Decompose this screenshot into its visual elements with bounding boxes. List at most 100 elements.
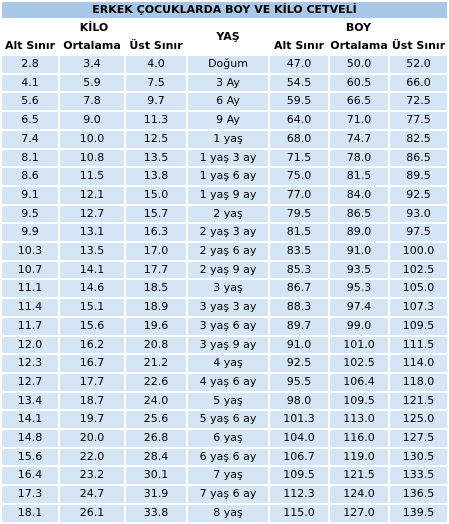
boy-ort-cell: 109.5: [330, 392, 388, 410]
kilo-alt-cell: 11.7: [2, 317, 58, 335]
boy-alt-cell: 54.5: [270, 74, 328, 92]
boy-ust-cell: 109.5: [390, 317, 447, 335]
table-row: 13.4 18.7 24.0 5 yaş 98.0 109.5 121.5: [2, 392, 447, 410]
age-cell: 4 yaş: [188, 355, 268, 372]
boy-alt-cell: 86.7: [270, 280, 328, 298]
boy-ust-cell: 72.5: [390, 93, 447, 111]
table-row: 10.3 13.5 17.0 2 yaş 6 ay 83.5 91.0 100.0: [2, 243, 447, 260]
table-row: 11.1 14.6 18.5 3 yaş 86.7 95.3 105.0: [2, 280, 447, 298]
kilo-ust-cell: 18.5: [126, 280, 186, 298]
kilo-alt-cell: 16.4: [2, 467, 58, 485]
boy-alt-cell: 106.7: [270, 448, 328, 466]
boy-alt-cell: 64.0: [270, 112, 328, 129]
kilo-alt-cell: 12.0: [2, 336, 58, 354]
kilo-ort-cell: 19.7: [60, 411, 124, 429]
kilo-ort-cell: 10.0: [60, 130, 124, 148]
kilo-alt-cell: 9.1: [2, 186, 58, 204]
boy-ort-cell: 84.0: [330, 186, 388, 204]
boy-ort-cell: 71.0: [330, 112, 388, 129]
kilo-ort-cell: 15.1: [60, 299, 124, 316]
kilo-ort-cell: 13.5: [60, 243, 124, 260]
boy-ust-cell: 82.5: [390, 130, 447, 148]
yas-group-header: YAŞ: [188, 20, 268, 54]
table-row: 4.1 5.9 7.5 3 Ay 54.5 60.5 66.0: [2, 74, 447, 92]
boy-alt-cell: 68.0: [270, 130, 328, 148]
boy-ort-cell: 60.5: [330, 74, 388, 92]
kilo-ust-cell: 11.3: [126, 112, 186, 129]
age-cell: 8 yaş: [188, 504, 268, 522]
kilo-ust-cell: 17.0: [126, 243, 186, 260]
boy-ort-cell: 97.4: [330, 299, 388, 316]
kilo-alt-cell: 14.8: [2, 430, 58, 447]
boy-ort-cell: 50.0: [330, 56, 388, 73]
age-cell: 3 Ay: [188, 74, 268, 92]
table-row: 12.0 16.2 20.8 3 yaş 9 ay 91.0 101.0 111.5: [2, 336, 447, 354]
kilo-ust-cell: 25.6: [126, 411, 186, 429]
age-cell: 6 yaş: [188, 430, 268, 447]
boy-ort-cell: 113.0: [330, 411, 388, 429]
age-cell: 6 Ay: [188, 93, 268, 111]
boy-alt-cell: 59.5: [270, 93, 328, 111]
kilo-ort-cell: 18.7: [60, 392, 124, 410]
boy-alt-cell: 79.5: [270, 205, 328, 223]
boy-ust-cell: 130.5: [390, 448, 447, 466]
table-row: 14.8 20.0 26.8 6 yaş 104.0 116.0 127.5: [2, 430, 447, 447]
kilo-alt-cell: 4.1: [2, 74, 58, 92]
kilo-ort-cell: 22.0: [60, 448, 124, 466]
boy-alt-cell: 109.5: [270, 467, 328, 485]
boy-ort-cell: 93.5: [330, 261, 388, 279]
kilo-ort-cell: 16.7: [60, 355, 124, 372]
boy-ust-cell: 77.5: [390, 112, 447, 129]
age-cell: 9 Ay: [188, 112, 268, 129]
boy-alt-cell: 89.7: [270, 317, 328, 335]
table-row: 15.6 22.0 28.4 6 yaş 6 ay 106.7 119.0 130.5: [2, 448, 447, 466]
kilo-ust-cell: 16.3: [126, 224, 186, 242]
kilo-alt-cell: 12.3: [2, 355, 58, 372]
boy-ust-cell: 89.5: [390, 168, 447, 185]
boy-alt-cell: 92.5: [270, 355, 328, 372]
kilo-alt-cell: 8.6: [2, 168, 58, 185]
kilo-ust-cell: 9.7: [126, 93, 186, 111]
table-row: 11.7 15.6 19.6 3 yaş 6 ay 89.7 99.0 109.5: [2, 317, 447, 335]
kilo-alt-cell: 12.7: [2, 373, 58, 391]
boy-ust-cell: 92.5: [390, 186, 447, 204]
table-row: 12.3 16.7 21.2 4 yaş 92.5 102.5 114.0: [2, 355, 447, 372]
kilo-ust-cell: 13.8: [126, 168, 186, 185]
boy-ort-cell: 81.5: [330, 168, 388, 185]
age-cell: 3 yaş: [188, 280, 268, 298]
table-row: 9.9 13.1 16.3 2 yaş 3 ay 81.5 89.0 97.5: [2, 224, 447, 242]
kilo-alt-cell: 18.1: [2, 504, 58, 522]
boy-ort-cell: 99.0: [330, 317, 388, 335]
kilo-ust-cell: 18.9: [126, 299, 186, 316]
kilo-ust-cell: 21.2: [126, 355, 186, 372]
kilo-ort-cell: 15.6: [60, 317, 124, 335]
kilo-ort-cell: 5.9: [60, 74, 124, 92]
kilo-ust-cell: 31.9: [126, 486, 186, 503]
kilo-alt-cell: 5.6: [2, 93, 58, 111]
boy-ust-cell: 52.0: [390, 56, 447, 73]
boy-ort-cell: 91.0: [330, 243, 388, 260]
kilo-ust-cell: 20.8: [126, 336, 186, 354]
boy-alt-cell: 85.3: [270, 261, 328, 279]
boy-alt-cell: 95.5: [270, 373, 328, 391]
kilo-ust-cell: 4.0: [126, 56, 186, 73]
boy-ort-cell: 127.0: [330, 504, 388, 522]
age-cell: Doğum: [188, 56, 268, 73]
kilo-ort-header: Ortalama: [60, 38, 124, 54]
boy-ort-cell: 86.5: [330, 205, 388, 223]
boy-ust-cell: 66.0: [390, 74, 447, 92]
kilo-alt-cell: 9.9: [2, 224, 58, 242]
boy-alt-cell: 75.0: [270, 168, 328, 185]
sub-header-row: Alt Sınır Ortalama Üst Sınır Alt Sınır O…: [2, 38, 447, 54]
kilo-alt-cell: 13.4: [2, 392, 58, 410]
kilo-alt-cell: 6.5: [2, 112, 58, 129]
age-cell: 7 yaş 6 ay: [188, 486, 268, 503]
table-row: 10.7 14.1 17.7 2 yaş 9 ay 85.3 93.5 102.5: [2, 261, 447, 279]
kilo-group-header: KİLO: [2, 20, 186, 36]
kilo-alt-cell: 9.5: [2, 205, 58, 223]
kilo-ort-cell: 14.1: [60, 261, 124, 279]
boy-ort-cell: 89.0: [330, 224, 388, 242]
kilo-ort-cell: 12.7: [60, 205, 124, 223]
kilo-alt-cell: 17.3: [2, 486, 58, 503]
